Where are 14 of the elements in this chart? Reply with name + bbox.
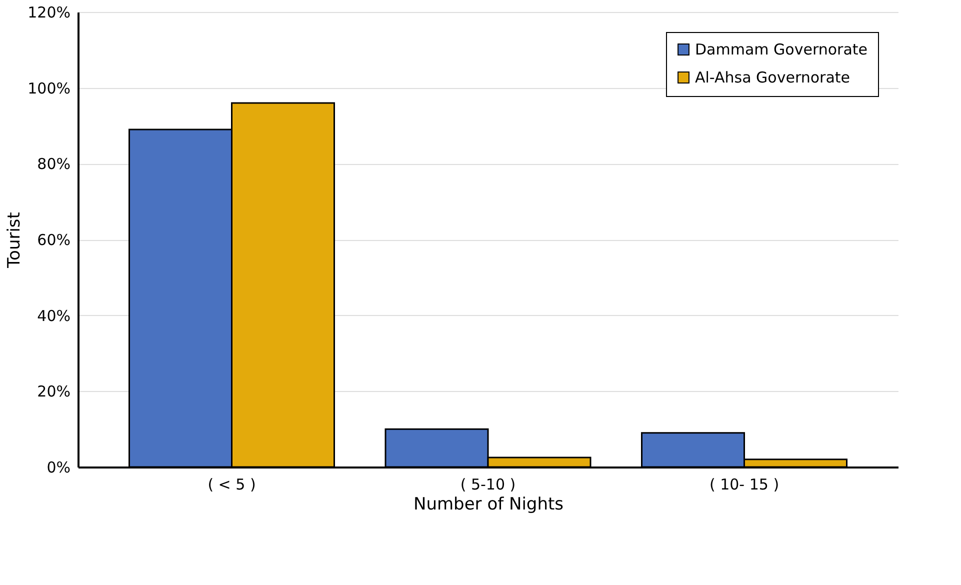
y-tick-label: 40% xyxy=(37,306,70,325)
legend-label: Dammam Governorate xyxy=(695,40,868,58)
x-axis-title: Number of Nights xyxy=(413,494,564,514)
x-tick-label: ( 5-10 ) xyxy=(460,476,516,494)
y-tick-label: 80% xyxy=(37,155,70,174)
legend-label: Al-Ahsa Governorate xyxy=(695,68,850,86)
x-tick-label: ( 10- 15 ) xyxy=(709,476,780,494)
y-tick-label: 0% xyxy=(46,458,70,476)
y-tick-label: 20% xyxy=(37,382,70,401)
y-axis-title: Tourist xyxy=(4,212,25,269)
x-tick-label: ( < 5 ) xyxy=(208,476,256,494)
y-tick-label: 60% xyxy=(37,231,70,249)
y-tick-label: 120% xyxy=(28,4,70,22)
y-tick-label: 100% xyxy=(28,79,70,98)
